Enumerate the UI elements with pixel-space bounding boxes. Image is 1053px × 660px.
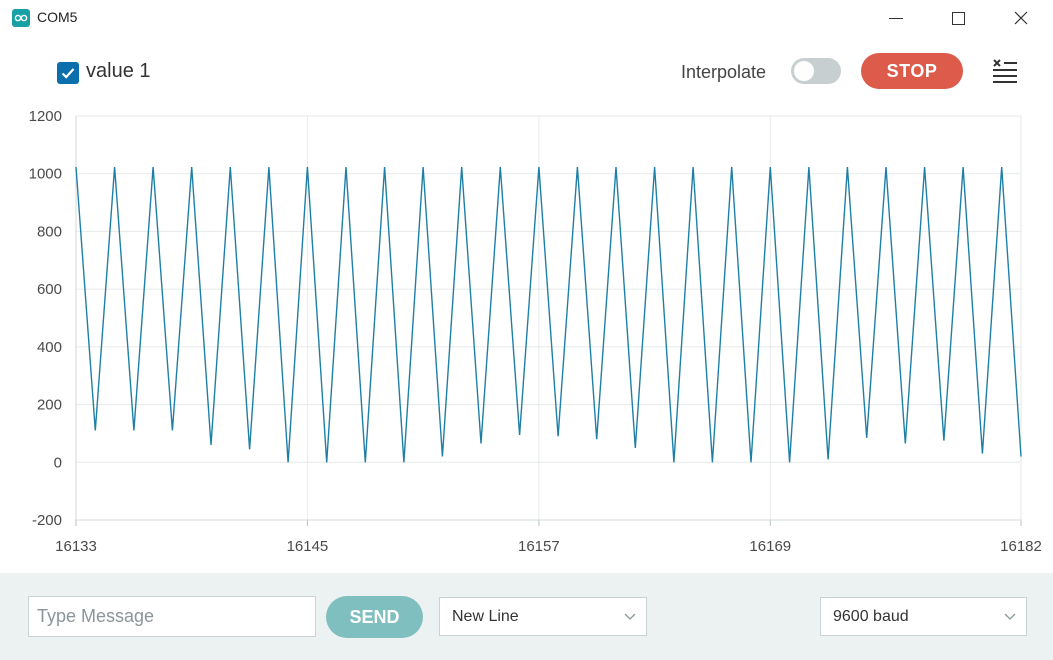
window-title: COM5 bbox=[37, 9, 78, 25]
minimize-button[interactable] bbox=[873, 0, 919, 36]
toggle-knob bbox=[794, 61, 814, 81]
minimize-icon bbox=[889, 17, 903, 19]
chart-tick-labels: 1200 1000 800 600 400 200 0 -200 16133 16145 16157… bbox=[29, 108, 1042, 555]
chevron-down-icon bbox=[1004, 613, 1016, 620]
bottom-bar: SEND New Line 9600 baud bbox=[0, 573, 1053, 660]
chart-series bbox=[75, 167, 1022, 463]
y-tick-label: 600 bbox=[37, 281, 62, 298]
serial-plotter-chart: 1200 1000 800 600 400 200 0 -200 16133 16145 16157… bbox=[29, 108, 1042, 555]
x-tick-label: 16169 bbox=[749, 538, 791, 555]
chart-grid bbox=[75, 115, 1022, 521]
y-tick-label: 1000 bbox=[29, 166, 62, 183]
message-input[interactable] bbox=[28, 596, 316, 637]
baud-rate-value: 9600 baud bbox=[833, 608, 909, 625]
clear-output-button[interactable] bbox=[989, 56, 1021, 86]
checkmark-icon bbox=[61, 68, 75, 79]
chart-axes bbox=[75, 116, 1022, 526]
close-button[interactable] bbox=[998, 0, 1044, 36]
x-tick-label: 16182 bbox=[1000, 538, 1042, 555]
series-label: value 1 bbox=[86, 60, 151, 82]
clear-output-icon bbox=[993, 59, 1017, 83]
series-line-value-1 bbox=[75, 167, 1022, 463]
chevron-down-icon bbox=[624, 613, 636, 620]
maximize-icon bbox=[951, 11, 965, 25]
plotter-toolbar: value 1 Interpolate STOP bbox=[0, 36, 1053, 108]
line-ending-value: New Line bbox=[452, 608, 519, 625]
y-tick-label: 400 bbox=[37, 339, 62, 356]
series-checkbox[interactable] bbox=[57, 62, 79, 84]
y-tick-label: 800 bbox=[37, 223, 62, 240]
arduino-app-icon bbox=[12, 9, 30, 27]
x-tick-label: 16157 bbox=[518, 538, 560, 555]
stop-button[interactable]: STOP bbox=[861, 53, 963, 89]
x-tick-label: 16133 bbox=[55, 538, 97, 555]
y-tick-label: 1200 bbox=[29, 108, 62, 125]
x-tick-label: 16145 bbox=[287, 538, 329, 555]
title-bar: COM5 bbox=[0, 0, 1053, 36]
interpolate-label: Interpolate bbox=[681, 62, 767, 82]
send-button[interactable]: SEND bbox=[326, 596, 423, 638]
baud-rate-select[interactable]: 9600 baud bbox=[820, 597, 1027, 636]
line-ending-select[interactable]: New Line bbox=[439, 597, 647, 636]
close-icon bbox=[1014, 11, 1028, 25]
maximize-button[interactable] bbox=[935, 0, 981, 36]
y-tick-label: 0 bbox=[54, 454, 62, 471]
y-tick-label: -200 bbox=[32, 512, 62, 529]
interpolate-toggle[interactable] bbox=[791, 58, 841, 84]
y-tick-label: 200 bbox=[37, 397, 62, 414]
